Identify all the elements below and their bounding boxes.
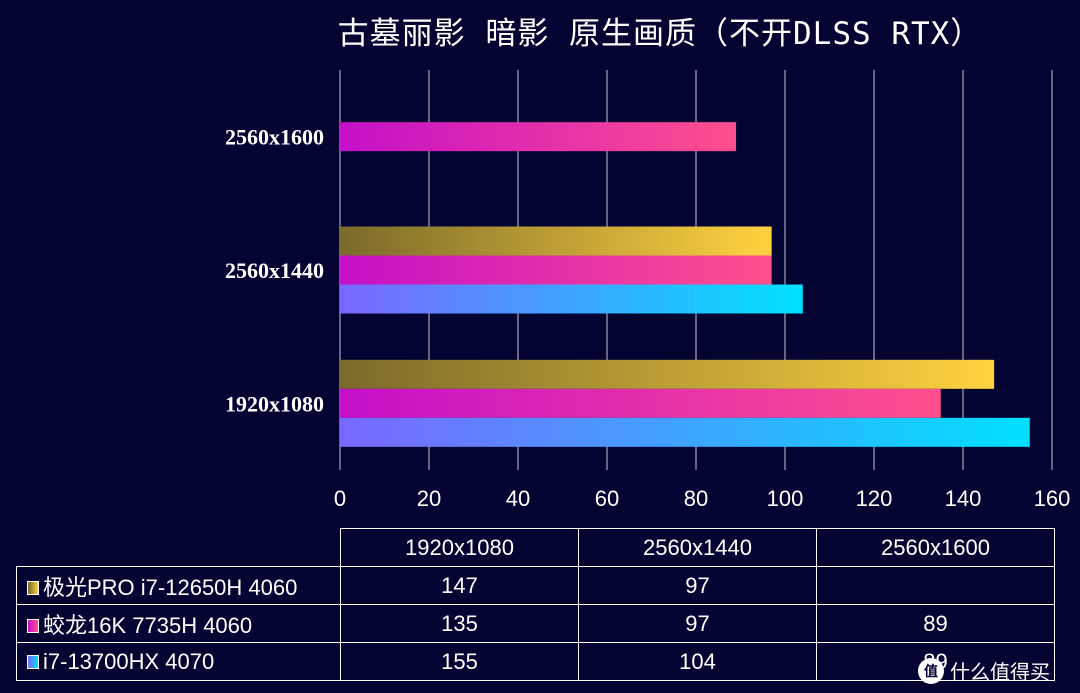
bar-1920x1080-series-2	[340, 417, 1030, 447]
series-label: 极光PRO i7-12650H 4060	[16, 566, 341, 605]
watermark-text: 什么值得买	[950, 660, 1050, 684]
bar-1920x1080-series-0	[340, 359, 995, 389]
table-row: 蛟龙16K 7735H 4060 135 97 89	[16, 604, 1055, 643]
watermark-logo-icon: 值	[918, 657, 944, 684]
table-row: 极光PRO i7-12650H 4060 147 97	[16, 566, 1055, 605]
bar-2560x1440-series-0	[340, 226, 772, 256]
x-tick-label: 0	[334, 486, 346, 511]
table-cell: 97	[578, 604, 817, 643]
x-tick-label: 40	[506, 486, 530, 511]
table-cell: 147	[340, 566, 579, 605]
category-label: 1920x1080	[225, 391, 324, 416]
bar-2560x1600-series-1	[340, 122, 737, 152]
bar-chart: 0 20 40 60 80 100 120 140 160 1920x1080 2560x1440…	[225, 70, 1071, 511]
data-table: 1920x1080 2560x1440 2560x1600 极光PRO i7-1…	[16, 528, 1055, 681]
x-tick-label: 60	[595, 486, 619, 511]
category-label: 2560x1600	[225, 125, 324, 150]
category-label: 2560x1440	[225, 258, 324, 283]
bar-1920x1080-series-1	[340, 388, 941, 418]
x-tick-label: 100	[767, 486, 804, 511]
table-header-cell: 1920x1080	[340, 528, 579, 567]
x-tick-label: 120	[856, 486, 893, 511]
table-cell: 97	[578, 566, 817, 605]
table-header-cell: 2560x1600	[816, 528, 1055, 567]
x-tick-label: 160	[1034, 486, 1071, 511]
watermark: 值 什么值得买	[918, 656, 1050, 685]
series-label: i7-13700HX 4070	[16, 642, 341, 681]
chart-title: 古墓丽影 暗影 原生画质（不开DLSS RTX）	[337, 16, 983, 52]
table-header-cell: 2560x1440	[578, 528, 817, 567]
x-tick-label: 20	[417, 486, 441, 511]
x-tick-label: 80	[684, 486, 708, 511]
table-cell	[816, 566, 1055, 605]
bar-2560x1440-series-2	[340, 284, 803, 314]
table-cell: 89	[816, 604, 1055, 643]
legend-swatch-cyan	[27, 654, 39, 669]
bar-2560x1440-series-1	[340, 255, 772, 285]
table-cell: 104	[578, 642, 817, 681]
table-cell: 155	[340, 642, 579, 681]
legend-swatch-gold	[27, 580, 39, 595]
table-header-row: 1920x1080 2560x1440 2560x1600	[16, 528, 1055, 567]
table-cell: 135	[340, 604, 579, 643]
legend-swatch-magenta	[27, 618, 39, 633]
table-row: i7-13700HX 4070 155 104 89	[16, 642, 1055, 681]
x-tick-label: 140	[945, 486, 982, 511]
series-label: 蛟龙16K 7735H 4060	[16, 604, 341, 643]
